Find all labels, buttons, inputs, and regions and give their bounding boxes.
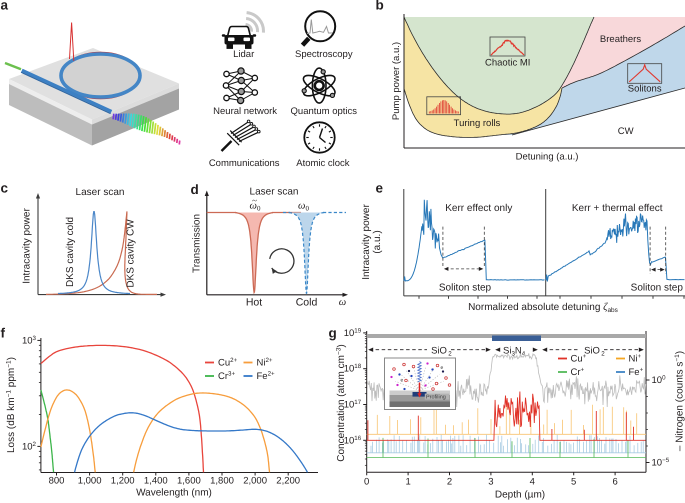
svg-text:ω0: ω0 bbox=[250, 201, 261, 213]
svg-text:Atomic clock: Atomic clock bbox=[296, 158, 350, 169]
svg-text:Spectroscopy: Spectroscopy bbox=[295, 49, 353, 60]
svg-text:0: 0 bbox=[364, 477, 369, 488]
svg-text:103: 103 bbox=[22, 335, 37, 347]
svg-text:1019: 1019 bbox=[344, 327, 362, 339]
svg-text:Detuning (a.u.): Detuning (a.u.) bbox=[516, 151, 579, 162]
svg-text:Laser scan: Laser scan bbox=[76, 187, 125, 198]
svg-text:SiO: SiO bbox=[431, 345, 447, 356]
svg-text:1,800: 1,800 bbox=[210, 476, 234, 487]
svg-text:e: e bbox=[376, 181, 384, 196]
svg-text:d: d bbox=[191, 182, 199, 197]
svg-text:1: 1 bbox=[405, 477, 410, 488]
svg-text:Normalized absolute detuning ζ: Normalized absolute detuning ζabs bbox=[468, 302, 619, 314]
svg-text:a: a bbox=[1, 0, 9, 13]
svg-text:Profiling: Profiling bbox=[426, 395, 446, 401]
svg-text:ω0: ω0 bbox=[298, 201, 309, 213]
svg-text:Intracavity power: Intracavity power bbox=[22, 208, 33, 284]
svg-text:Breathers: Breathers bbox=[600, 34, 641, 45]
svg-text:~: ~ bbox=[252, 196, 257, 206]
svg-text:Loss (dB km−1 ppm−1): Loss (dB km−1 ppm−1) bbox=[6, 357, 18, 453]
svg-text:Cu2+: Cu2+ bbox=[218, 357, 238, 369]
svg-text:Communications: Communications bbox=[209, 158, 280, 169]
svg-text:1,600: 1,600 bbox=[177, 476, 201, 487]
svg-text:Soliton step: Soliton step bbox=[439, 283, 492, 294]
svg-text:1018: 1018 bbox=[344, 363, 362, 375]
svg-text:2: 2 bbox=[448, 351, 452, 358]
svg-text:Ni+: Ni+ bbox=[629, 353, 642, 365]
svg-text:e: e bbox=[401, 378, 404, 384]
svg-text:Concentration (atom cm−3): Concentration (atom cm−3) bbox=[336, 344, 348, 461]
svg-text:5: 5 bbox=[571, 477, 576, 488]
svg-text:2,000: 2,000 bbox=[243, 476, 267, 487]
svg-text:Lidar: Lidar bbox=[233, 49, 254, 60]
svg-text:2: 2 bbox=[447, 477, 452, 488]
svg-text:102: 102 bbox=[22, 441, 37, 453]
svg-text:Depth (µm): Depth (µm) bbox=[495, 490, 545, 501]
svg-text:Neural network: Neural network bbox=[213, 106, 277, 117]
svg-text:DKS cavity CW: DKS cavity CW bbox=[126, 219, 137, 288]
svg-text:Cr+: Cr+ bbox=[571, 367, 585, 379]
svg-text:100: 100 bbox=[652, 375, 667, 387]
svg-text:Cr3+: Cr3+ bbox=[218, 371, 235, 383]
svg-text:Fe2+: Fe2+ bbox=[257, 371, 276, 383]
svg-text:DKS cavity cold: DKS cavity cold bbox=[65, 217, 76, 287]
svg-text:1,200: 1,200 bbox=[111, 476, 135, 487]
svg-text:Quantum optics: Quantum optics bbox=[291, 106, 358, 117]
svg-text:c: c bbox=[1, 181, 9, 196]
svg-text:Ni2+: Ni2+ bbox=[257, 357, 273, 369]
svg-text:ω: ω bbox=[339, 297, 346, 308]
svg-text:Wavelength (nm): Wavelength (nm) bbox=[136, 488, 212, 499]
svg-text:1016: 1016 bbox=[344, 435, 362, 447]
svg-text:10−5: 10−5 bbox=[652, 457, 670, 469]
svg-text:Cu+: Cu+ bbox=[571, 353, 587, 365]
svg-text:Kerr + thermal effect: Kerr + thermal effect bbox=[572, 203, 663, 214]
svg-text:Solitons: Solitons bbox=[628, 84, 662, 95]
svg-text:1,400: 1,400 bbox=[144, 476, 168, 487]
svg-text:Cold: Cold bbox=[296, 297, 318, 309]
svg-text:Laser scan: Laser scan bbox=[250, 187, 299, 198]
svg-text:2: 2 bbox=[601, 351, 605, 358]
svg-text:Transmission: Transmission bbox=[192, 214, 203, 273]
svg-text:(a.u.): (a.u.) bbox=[372, 230, 383, 253]
svg-text:Chaotic MI: Chaotic MI bbox=[485, 58, 530, 69]
svg-text:Turing rolls: Turing rolls bbox=[454, 118, 501, 129]
svg-text:Fe+: Fe+ bbox=[629, 367, 644, 379]
svg-text:Soliton step: Soliton step bbox=[631, 283, 684, 294]
svg-text:1,000: 1,000 bbox=[78, 476, 102, 487]
svg-text:Kerr effect only: Kerr effect only bbox=[445, 203, 512, 214]
svg-text:4: 4 bbox=[530, 477, 535, 488]
svg-text:SiO: SiO bbox=[584, 345, 600, 356]
svg-text:Hot: Hot bbox=[246, 297, 262, 309]
svg-text:b: b bbox=[376, 0, 384, 13]
svg-text:f: f bbox=[1, 326, 6, 341]
svg-text:800: 800 bbox=[49, 476, 65, 487]
svg-text:Intracavity power: Intracavity power bbox=[361, 204, 372, 280]
svg-text:2,200: 2,200 bbox=[276, 476, 300, 487]
svg-text:– Nitrogen (counts s−1): – Nitrogen (counts s−1) bbox=[674, 351, 685, 451]
svg-text:Pump power (a.u.): Pump power (a.u.) bbox=[391, 42, 402, 120]
svg-text:3: 3 bbox=[488, 477, 493, 488]
svg-text:6: 6 bbox=[612, 477, 617, 488]
svg-text:1017: 1017 bbox=[344, 399, 362, 411]
svg-text:CW: CW bbox=[618, 126, 634, 137]
svg-text:g: g bbox=[329, 326, 337, 341]
svg-text:e: e bbox=[441, 365, 444, 371]
